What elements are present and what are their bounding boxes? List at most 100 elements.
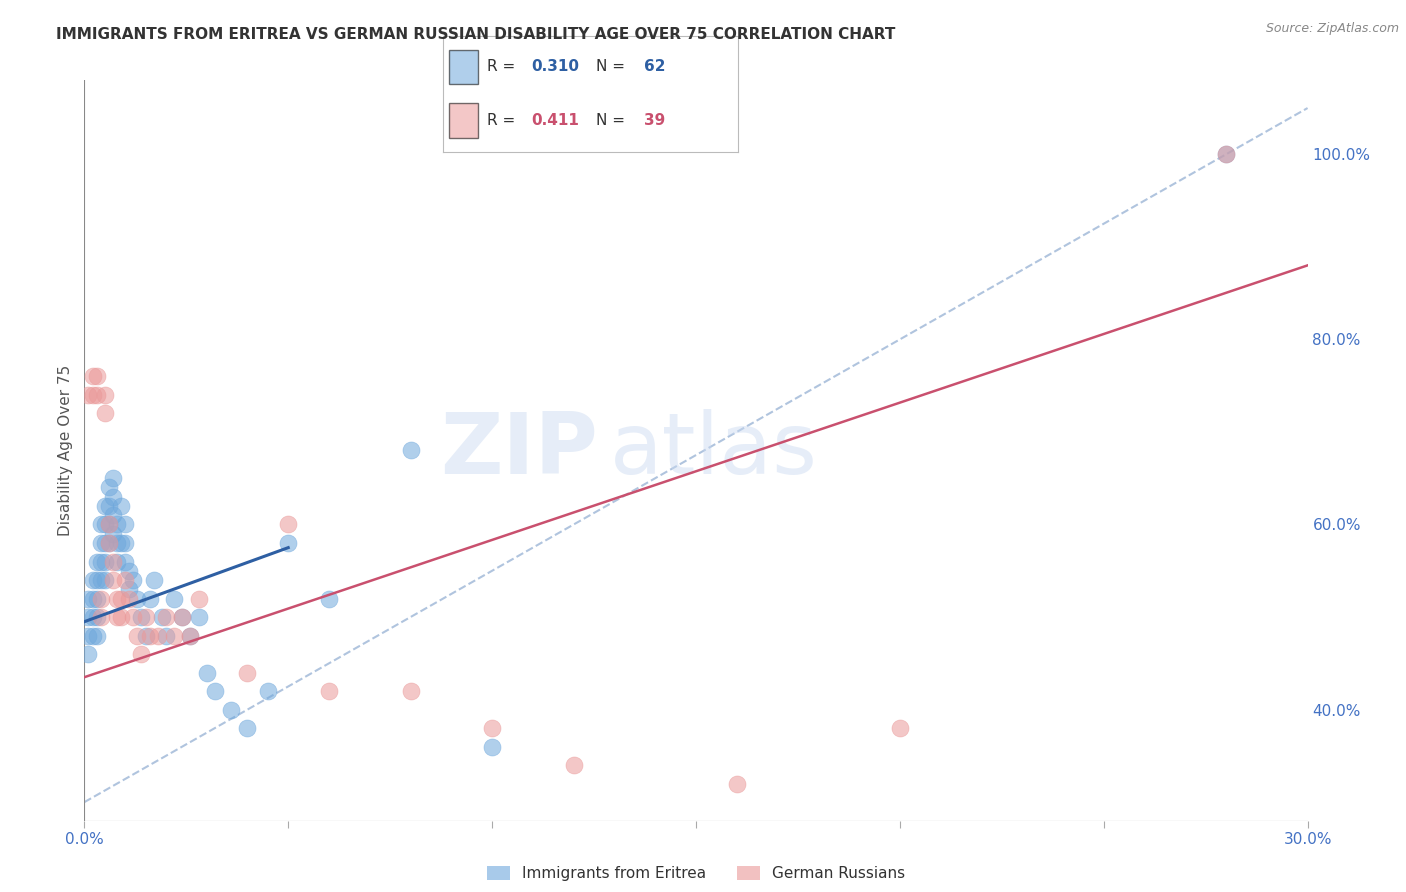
Point <box>86 369 108 384</box>
Point <box>90 536 112 550</box>
Point <box>90 555 112 569</box>
Point <box>118 591 141 606</box>
Point <box>187 610 209 624</box>
Point <box>257 684 280 698</box>
Point <box>101 508 124 523</box>
Point <box>93 407 117 421</box>
Point <box>86 629 108 643</box>
Point <box>135 610 157 624</box>
Point <box>204 684 226 698</box>
Point <box>195 665 218 680</box>
Point <box>114 555 136 569</box>
Point <box>82 629 104 643</box>
Point <box>138 629 160 643</box>
Point <box>277 517 299 532</box>
Point <box>114 536 136 550</box>
Point <box>163 591 186 606</box>
Point <box>93 388 117 402</box>
Point <box>187 591 209 606</box>
Point <box>82 369 104 384</box>
Legend: Immigrants from Eritrea, German Russians: Immigrants from Eritrea, German Russians <box>481 860 911 887</box>
Point <box>318 684 340 698</box>
Point <box>97 499 120 513</box>
Point <box>105 536 128 550</box>
Point <box>114 517 136 532</box>
FancyBboxPatch shape <box>449 103 478 137</box>
Point <box>110 591 132 606</box>
Point <box>110 536 132 550</box>
Point <box>481 739 503 754</box>
Point <box>82 573 104 587</box>
Point <box>86 591 108 606</box>
Point <box>82 388 104 402</box>
Point <box>122 610 145 624</box>
Point <box>142 573 165 587</box>
Point <box>138 591 160 606</box>
Text: 39: 39 <box>644 112 665 128</box>
Point <box>172 610 194 624</box>
Point <box>101 573 124 587</box>
Point <box>277 536 299 550</box>
Point <box>155 629 177 643</box>
Point <box>236 721 259 735</box>
Point <box>77 610 100 624</box>
Point <box>105 555 128 569</box>
Text: N =: N = <box>596 112 630 128</box>
Point <box>179 629 201 643</box>
Point <box>562 758 585 772</box>
Point <box>399 443 422 458</box>
Point <box>155 610 177 624</box>
Point <box>93 517 117 532</box>
Point <box>131 610 153 624</box>
Text: ZIP: ZIP <box>440 409 598 492</box>
Point <box>97 536 120 550</box>
Point <box>110 499 132 513</box>
Point <box>97 536 120 550</box>
Point <box>105 517 128 532</box>
Point <box>127 591 149 606</box>
Text: 0.310: 0.310 <box>531 60 579 75</box>
Point <box>105 591 128 606</box>
Point <box>97 517 120 532</box>
Point <box>122 573 145 587</box>
Point <box>77 388 100 402</box>
Point <box>77 647 100 661</box>
Y-axis label: Disability Age Over 75: Disability Age Over 75 <box>58 365 73 536</box>
Point <box>97 481 120 495</box>
Point <box>114 573 136 587</box>
Point <box>236 665 259 680</box>
Text: 0.411: 0.411 <box>531 112 579 128</box>
Point <box>118 582 141 597</box>
Text: R =: R = <box>486 112 520 128</box>
Point <box>77 629 100 643</box>
Point <box>82 610 104 624</box>
Point <box>110 610 132 624</box>
Point <box>131 647 153 661</box>
Point <box>146 629 169 643</box>
Point <box>1215 147 1237 161</box>
Text: Source: ZipAtlas.com: Source: ZipAtlas.com <box>1265 22 1399 36</box>
Point <box>97 517 120 532</box>
Point <box>399 684 422 698</box>
Point <box>105 610 128 624</box>
Text: R =: R = <box>486 60 520 75</box>
Point <box>86 573 108 587</box>
Point <box>90 610 112 624</box>
Point <box>86 610 108 624</box>
Point <box>93 536 117 550</box>
Text: atlas: atlas <box>610 409 818 492</box>
Point <box>101 555 124 569</box>
Point <box>101 526 124 541</box>
Point <box>135 629 157 643</box>
Point <box>1215 147 1237 161</box>
Point <box>127 629 149 643</box>
Point <box>150 610 173 624</box>
Point <box>219 703 242 717</box>
Point <box>82 591 104 606</box>
Point <box>93 555 117 569</box>
Point <box>318 591 340 606</box>
Point <box>90 517 112 532</box>
Point <box>90 591 112 606</box>
Text: IMMIGRANTS FROM ERITREA VS GERMAN RUSSIAN DISABILITY AGE OVER 75 CORRELATION CHA: IMMIGRANTS FROM ERITREA VS GERMAN RUSSIA… <box>56 27 896 42</box>
Point <box>179 629 201 643</box>
